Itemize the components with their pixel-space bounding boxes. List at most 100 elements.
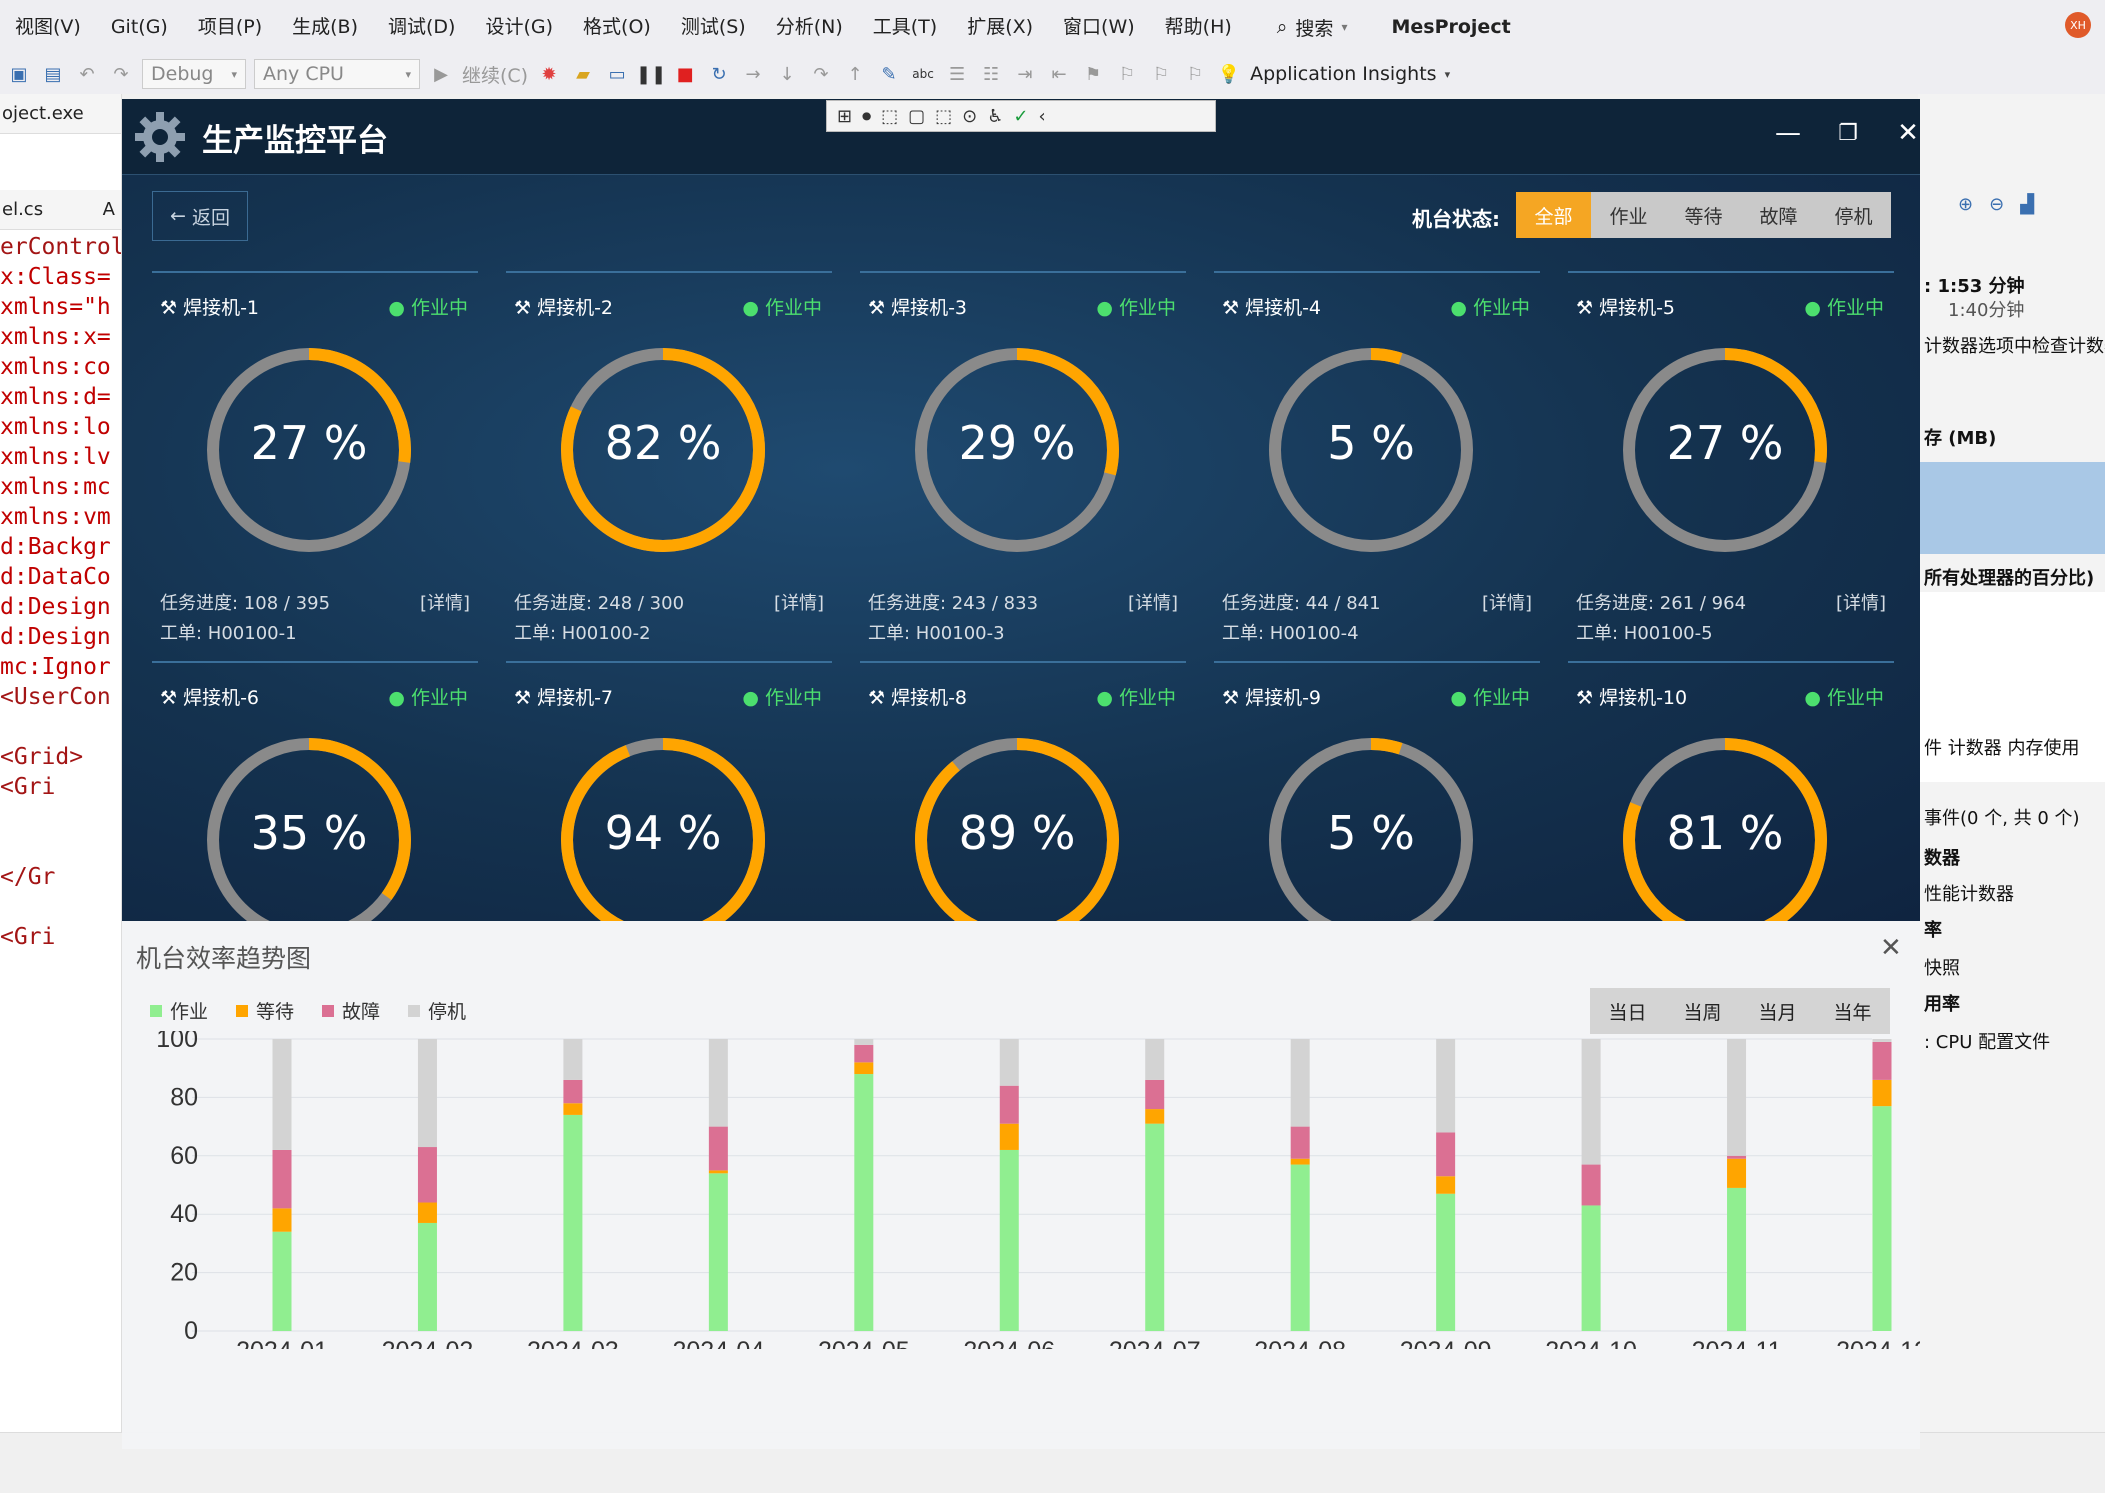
accessibility-icon[interactable]: ♿ xyxy=(987,105,1004,127)
menu-item[interactable]: 生成(B) xyxy=(292,16,358,38)
range-selector: 当日 当周 当月 当年 xyxy=(1590,988,1890,1034)
config-combo[interactable]: Debug ▾ xyxy=(142,59,246,89)
filter-4[interactable]: 停机 xyxy=(1816,192,1891,238)
panel-row-2[interactable]: 性能计数器 xyxy=(1924,884,2014,905)
code-editor[interactable]: oject.exe el.cs A erControl x:Class= xmlns… xyxy=(0,94,122,1434)
chart-close-icon[interactable]: ✕ xyxy=(1880,933,1902,963)
restart-icon[interactable]: ↻ xyxy=(711,63,727,85)
filter-0[interactable]: 全部 xyxy=(1516,192,1591,238)
detail-link[interactable]: [详情] xyxy=(773,593,824,614)
track-focus-icon[interactable]: ⬚ xyxy=(935,105,953,127)
binding-icon[interactable]: ⊙ xyxy=(962,105,978,127)
stop-icon[interactable]: ■ xyxy=(676,63,694,85)
collapse-icon[interactable]: ‹ xyxy=(1038,105,1046,127)
range-1[interactable]: 当周 xyxy=(1683,1001,1722,1024)
bookmark-icon[interactable]: ⚑ xyxy=(1085,63,1102,85)
platform-combo[interactable]: Any CPU ▾ xyxy=(254,59,420,89)
file-combo[interactable]: oject.exe xyxy=(0,94,121,134)
panel-row-6[interactable]: : CPU 配置文件 xyxy=(1924,1032,2051,1053)
zoom-in-icon[interactable]: ⊕ xyxy=(1958,194,1974,215)
editor-tab[interactable]: el.cs A xyxy=(0,190,121,230)
menu-item[interactable]: 调试(D) xyxy=(388,16,456,38)
menu-item[interactable]: 窗口(W) xyxy=(1063,16,1135,38)
lightbulb-icon[interactable]: 💡 xyxy=(1217,63,1241,85)
pause-icon[interactable]: ❚❚ xyxy=(636,63,667,85)
welder-icon: ⚒ xyxy=(868,687,892,709)
bar-segment xyxy=(1290,1126,1310,1159)
detail-link[interactable]: [详情] xyxy=(1127,593,1178,614)
hot-reload-icon[interactable]: ✹ xyxy=(541,63,557,85)
work-order-label: 工单: xyxy=(514,623,562,644)
detail-link[interactable]: [详情] xyxy=(419,593,470,614)
redo-icon[interactable]: ↷ xyxy=(113,63,129,85)
insights-button[interactable]: Application Insights xyxy=(1250,63,1437,85)
menu-items: 视图(V) Git(G) 项目(P) 生成(B) 调试(D) 设计(G) 格式(O) 测试(S… xyxy=(0,0,1247,54)
bar-segment xyxy=(708,1126,728,1171)
menu-item[interactable]: 帮助(H) xyxy=(1164,16,1232,38)
step-over-icon[interactable]: → xyxy=(745,63,761,85)
zoom-out-icon[interactable]: ⊖ xyxy=(1989,194,2005,215)
camera-icon[interactable]: ⏺ xyxy=(862,105,872,127)
uncomment-icon[interactable]: ☷ xyxy=(983,63,1000,85)
folder-icon[interactable]: ▰ xyxy=(576,63,591,85)
filter-2[interactable]: 等待 xyxy=(1666,192,1741,238)
check-icon[interactable]: ✓ xyxy=(1013,105,1029,127)
search-box[interactable]: ⌕ 搜索 ▾ xyxy=(1277,14,1348,41)
spellcheck-icon[interactable]: abc xyxy=(912,67,934,81)
x-tick-label: 2024-07 xyxy=(1109,1337,1201,1349)
menu-item[interactable]: 项目(P) xyxy=(197,16,263,38)
x-tick-label: 2024-11 xyxy=(1692,1337,1782,1349)
work-order-value: H00100-4 xyxy=(1269,623,1359,644)
step-out-icon[interactable]: ↑ xyxy=(847,63,863,85)
menu-item[interactable]: 分析(N) xyxy=(775,16,843,38)
bar-segment xyxy=(417,1202,437,1223)
avatar[interactable]: XH xyxy=(2065,12,2091,38)
continue-button[interactable]: 继续(C) xyxy=(462,64,529,87)
detail-link[interactable]: [详情] xyxy=(1835,593,1886,614)
work-order-label: 工单: xyxy=(1576,623,1624,644)
undo-icon[interactable]: ↶ xyxy=(79,63,95,85)
menu-item[interactable]: Git(G) xyxy=(110,16,168,38)
machine-name: ⚒ 焊接机-6 xyxy=(160,683,259,710)
step-into-icon[interactable]: ↓ xyxy=(779,63,795,85)
menu-item[interactable]: 测试(S) xyxy=(680,16,746,38)
bookmark-next-icon[interactable]: ⚐ xyxy=(1153,63,1170,85)
filter-3[interactable]: 故障 xyxy=(1741,192,1816,238)
detail-link[interactable]: [详情] xyxy=(1481,593,1532,614)
minimize-button[interactable]: — xyxy=(1775,118,1801,148)
menu-item[interactable]: 格式(O) xyxy=(583,16,651,38)
panel-row-4[interactable]: 快照 xyxy=(1924,958,1960,979)
menu-item[interactable]: 设计(G) xyxy=(485,16,554,38)
chart-icon[interactable]: ▟ xyxy=(2020,194,2035,215)
menu-item[interactable]: 工具(T) xyxy=(872,16,938,38)
comment-icon[interactable]: ☰ xyxy=(949,63,966,85)
save-icon[interactable]: ▣ xyxy=(10,63,28,85)
maximize-button[interactable]: ❐ xyxy=(1838,120,1858,146)
range-3[interactable]: 当年 xyxy=(1833,1001,1872,1024)
outdent-icon[interactable]: ⇤ xyxy=(1051,63,1067,85)
close-button[interactable]: ✕ xyxy=(1897,118,1919,148)
percent-value: 35 % xyxy=(250,806,368,860)
project-name: MesProject xyxy=(1391,16,1511,38)
play-icon[interactable]: ▶ xyxy=(434,63,448,85)
bookmark-prev-icon[interactable]: ⚐ xyxy=(1119,63,1136,85)
diagnostics-icon[interactable]: ✎ xyxy=(881,63,897,85)
status-text: 作业中 xyxy=(410,687,468,709)
select-element-icon[interactable]: ⬚ xyxy=(881,105,899,127)
code-line: xmlns:x= xyxy=(0,324,111,350)
back-button[interactable]: ← 返回 xyxy=(152,191,248,241)
save-all-icon[interactable]: ▤ xyxy=(44,63,62,85)
bar-segment xyxy=(1145,1079,1165,1110)
panel-tabs[interactable]: 件 计数器 内存使用 xyxy=(1924,738,2080,759)
bookmark-clear-icon[interactable]: ⚐ xyxy=(1187,63,1204,85)
range-2[interactable]: 当月 xyxy=(1758,1001,1797,1024)
menu-item[interactable]: 扩展(X) xyxy=(967,16,1034,38)
step-back-icon[interactable]: ↷ xyxy=(813,63,829,85)
filter-1[interactable]: 作业 xyxy=(1591,192,1666,238)
menu-item[interactable]: 视图(V) xyxy=(15,16,81,38)
window-icon[interactable]: ▭ xyxy=(608,63,626,85)
indent-icon[interactable]: ⇥ xyxy=(1017,63,1033,85)
layout-adorner-icon[interactable]: ▢ xyxy=(908,105,926,127)
range-0[interactable]: 当日 xyxy=(1608,1001,1647,1024)
live-tree-icon[interactable]: ⊞ xyxy=(837,105,853,127)
